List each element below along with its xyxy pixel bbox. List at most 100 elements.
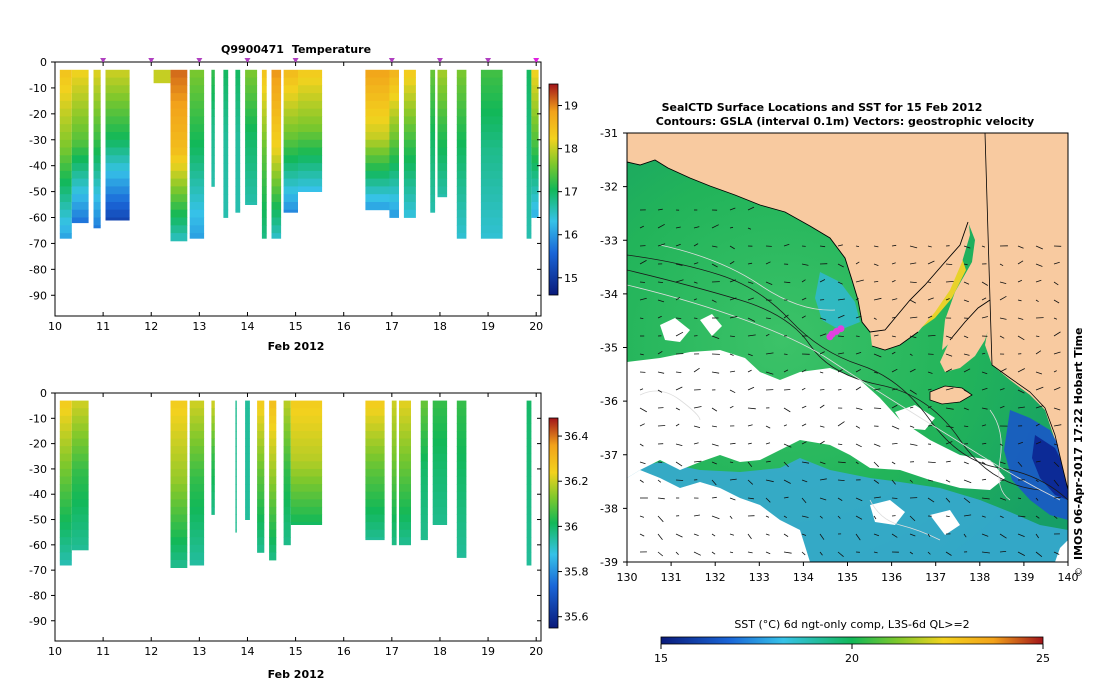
- profile-cell: [269, 423, 277, 432]
- velocity-vector: [1035, 551, 1043, 558]
- profile-cell: [59, 438, 72, 447]
- profile-cell: [59, 178, 72, 187]
- velocity-vector: [999, 533, 1007, 539]
- y-tick-label: -40: [29, 488, 47, 501]
- x-tick-label: 19: [481, 645, 495, 658]
- velocity-vector: [675, 226, 681, 229]
- temperature-y-ticks: 0 -10 -20 -30 -40 -50 -60 -70 -80 -90: [29, 56, 541, 302]
- profile-cell: [391, 491, 397, 500]
- velocity-vector: [1035, 335, 1040, 337]
- profile-cell: [93, 85, 101, 94]
- profile-cell: [71, 415, 89, 424]
- profile-cell: [93, 147, 101, 156]
- profile-cell: [430, 85, 436, 94]
- velocity-vector: [981, 316, 988, 319]
- profile-cell: [245, 178, 258, 187]
- profile-cell: [531, 147, 539, 156]
- profile-cell: [235, 491, 237, 500]
- velocity-vector: [999, 551, 1007, 553]
- profile-cell: [526, 155, 532, 164]
- velocity-vector: [1053, 443, 1059, 446]
- profile-cell: [432, 438, 448, 447]
- velocity-vector: [927, 425, 933, 427]
- velocity-vector: [909, 406, 914, 409]
- profile-cell: [437, 194, 448, 198]
- profile-cell: [456, 499, 467, 508]
- surface-marker: [244, 58, 251, 63]
- profile-cell: [170, 170, 188, 180]
- x-tick-label: 16: [337, 320, 351, 333]
- profile-cell: [480, 186, 503, 195]
- profile-cell: [403, 132, 416, 141]
- profile-cell: [235, 69, 241, 78]
- velocity-vector: [783, 243, 790, 247]
- profile-cell: [437, 93, 448, 102]
- profile-cell: [403, 209, 416, 218]
- profile-cell: [365, 506, 385, 515]
- profile-column-7: [245, 400, 250, 520]
- velocity-vector: [819, 317, 827, 321]
- velocity-vector: [909, 299, 916, 304]
- velocity-vector: [855, 245, 860, 247]
- velocity-vector: [891, 479, 896, 485]
- profile-cell: [211, 400, 215, 409]
- profile-cell: [399, 529, 411, 538]
- profile-cell: [59, 468, 72, 477]
- profile-cell: [59, 217, 72, 226]
- y-tick-label: -10: [29, 82, 47, 95]
- velocity-vector: [855, 297, 859, 301]
- velocity-vector: [1017, 406, 1025, 409]
- velocity-vector: [675, 423, 680, 427]
- velocity-vector: [945, 407, 954, 410]
- profile-cell: [365, 85, 390, 94]
- velocity-vector: [945, 551, 952, 556]
- profile-cell: [437, 69, 448, 78]
- profile-cell: [365, 163, 390, 172]
- profile-cell: [298, 69, 323, 78]
- seal-position-marker: [828, 330, 836, 338]
- profile-cell: [257, 499, 265, 508]
- profile-cell: [389, 147, 399, 156]
- y-tick-label: -70: [29, 564, 47, 577]
- profile-cell: [456, 537, 467, 546]
- profile-cell: [437, 100, 448, 110]
- profile-cell: [223, 147, 229, 156]
- profile-cell: [170, 461, 188, 470]
- profile-cell: [283, 155, 298, 164]
- profile-cell: [93, 209, 101, 218]
- profile-cell: [298, 132, 323, 141]
- y-tick-label: -60: [29, 212, 47, 225]
- profile-cell: [257, 476, 265, 485]
- velocity-vector: [801, 551, 806, 556]
- profile-cell: [391, 476, 397, 485]
- profile-cell: [271, 217, 282, 226]
- profile-cell: [105, 116, 130, 125]
- profile-cell: [223, 194, 229, 203]
- velocity-vector: [747, 533, 752, 540]
- surface-marker: [485, 58, 492, 63]
- copyright-symbol: ©: [1074, 567, 1085, 577]
- profile-cell: [399, 537, 411, 546]
- velocity-vector: [927, 479, 933, 482]
- velocity-vector: [945, 425, 954, 428]
- velocity-vector: [837, 281, 843, 285]
- velocity-vector: [1017, 317, 1024, 320]
- profile-cell: [235, 178, 241, 187]
- profile-cell: [235, 85, 241, 94]
- profile-cell: [189, 453, 205, 462]
- profile-cell: [283, 139, 298, 148]
- profile-cell: [105, 170, 130, 180]
- velocity-vector: [963, 299, 969, 303]
- profile-cell: [298, 85, 323, 94]
- velocity-vector: [837, 551, 844, 558]
- velocity-vector: [1035, 460, 1041, 463]
- sst-colorbar-tick-label: 25: [1036, 652, 1050, 665]
- profile-cell: [223, 69, 229, 78]
- profile-cell: [59, 400, 72, 409]
- profile-cell: [389, 155, 399, 164]
- velocity-vector: [891, 533, 898, 538]
- profile-cell: [189, 217, 205, 226]
- profile-column-9: [269, 400, 277, 561]
- profile-column-18: [430, 69, 436, 213]
